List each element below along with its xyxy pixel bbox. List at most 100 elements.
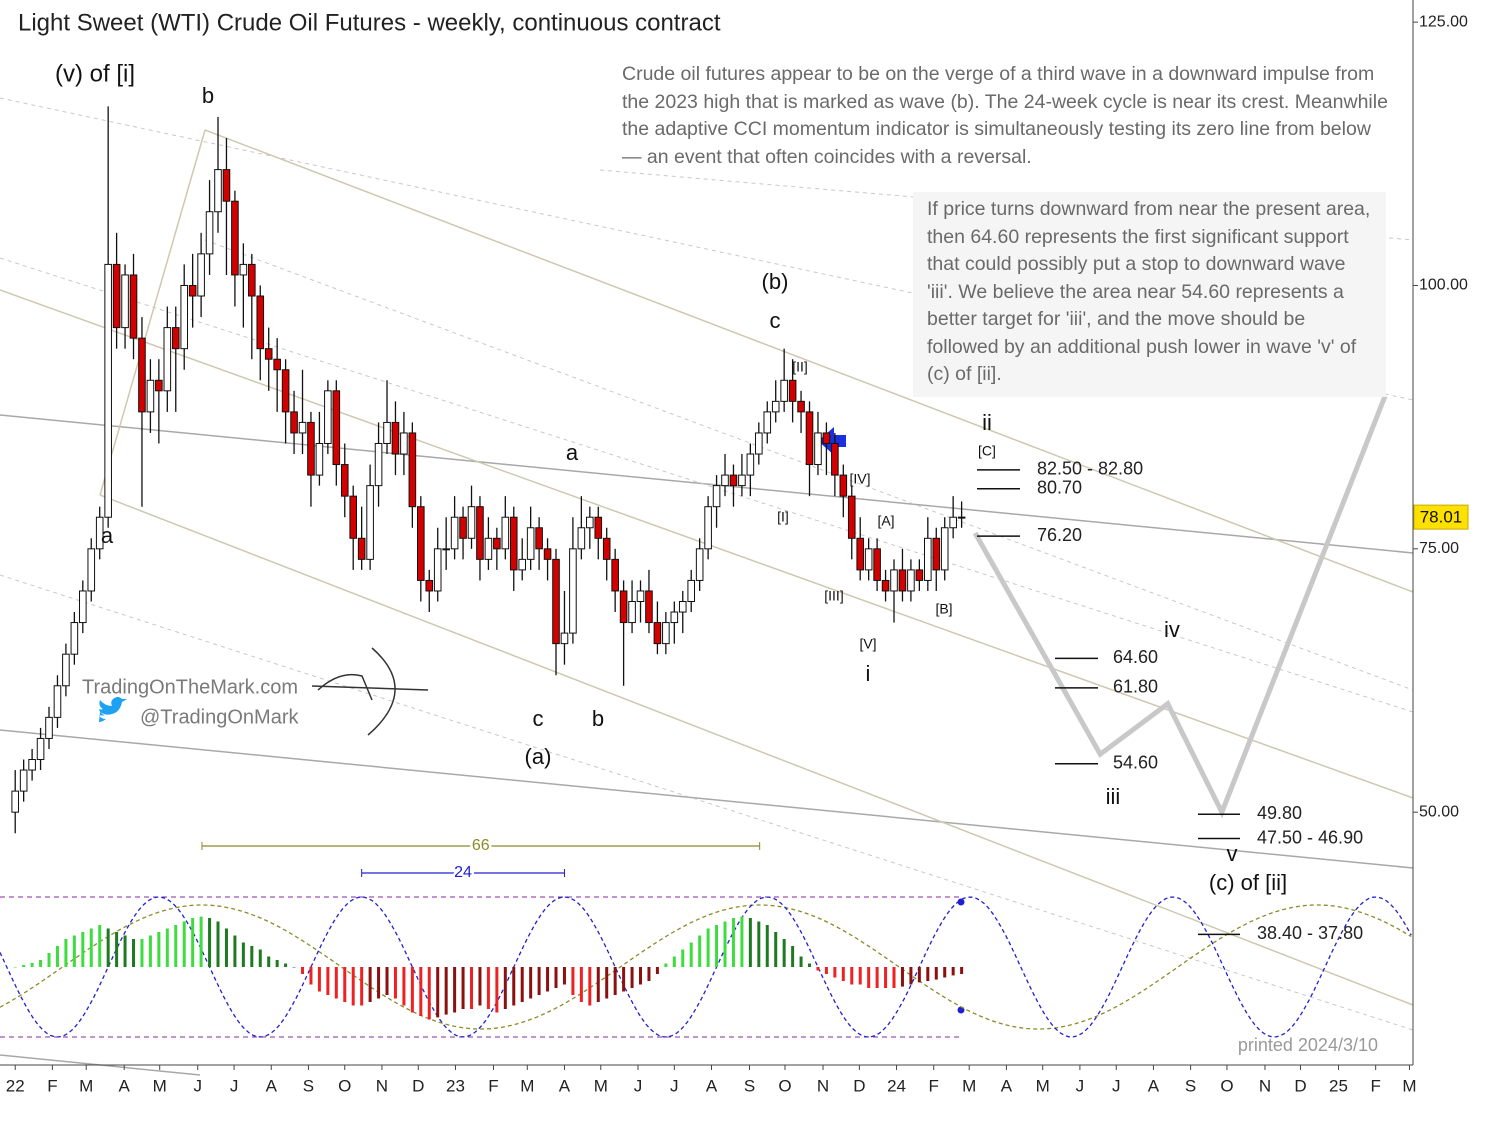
candle-body — [417, 506, 425, 581]
candle-body — [729, 474, 738, 487]
cci-bar — [520, 967, 524, 1002]
x-tick-label: F — [47, 1076, 57, 1095]
cci-bar — [402, 967, 406, 1006]
candle-body — [881, 579, 890, 592]
cci-bar — [115, 932, 119, 967]
cci-bar — [765, 925, 769, 967]
level-label: 38.40 - 37.80 — [1257, 923, 1363, 943]
candle-body — [721, 474, 729, 487]
cci-bar — [224, 928, 228, 967]
candle-body — [484, 537, 493, 560]
candle-body — [755, 432, 763, 455]
candle-body — [738, 474, 746, 487]
wave-label: [IV] — [849, 471, 870, 487]
candle-body — [771, 400, 780, 413]
cci-bar — [622, 967, 626, 992]
candle-body — [839, 474, 848, 497]
candle-body — [535, 527, 543, 550]
candle-body — [712, 485, 721, 508]
candle-body — [932, 537, 941, 571]
x-tick-label: A — [559, 1076, 571, 1095]
candle-body — [104, 263, 112, 518]
x-tick-label: F — [1370, 1076, 1380, 1095]
cci-bar — [884, 967, 888, 988]
cci-bar — [98, 925, 102, 967]
cci-bar — [385, 967, 389, 995]
cci-bar — [647, 967, 651, 981]
candle-body — [543, 548, 552, 560]
cci-bar — [748, 918, 752, 967]
x-tick-label: O — [778, 1076, 791, 1095]
y-tick-label: 50.00 — [1419, 803, 1459, 820]
wave-label: b — [592, 706, 604, 731]
candle-body — [442, 548, 450, 551]
x-tick-label: D — [1294, 1076, 1306, 1095]
cci-bar — [791, 946, 795, 967]
cci-bar — [757, 921, 761, 967]
cci-bar — [537, 967, 541, 995]
candle-body — [273, 358, 281, 371]
cci-bar — [233, 935, 237, 967]
candle-body — [476, 506, 484, 560]
level-label: 82.50 - 82.80 — [1037, 459, 1143, 479]
cci-bar — [326, 967, 330, 995]
cci-bar — [72, 935, 76, 967]
cci-bar — [867, 967, 871, 988]
x-tick-label: D — [853, 1076, 865, 1095]
twitter-icon — [99, 697, 127, 722]
x-tick-label: F — [929, 1076, 939, 1095]
candle-body — [62, 653, 70, 687]
x-tick-label: D — [412, 1076, 424, 1095]
last-price-box — [1413, 504, 1469, 530]
cci-bar — [216, 921, 220, 967]
candle-body — [400, 432, 408, 455]
cci-bar — [554, 967, 558, 988]
candle-body — [569, 548, 577, 634]
x-tick-label: J — [670, 1076, 679, 1095]
cci-bar — [833, 967, 837, 978]
candle-body — [112, 263, 121, 329]
candle-body — [307, 421, 315, 476]
candle-body — [746, 453, 755, 476]
cci-bar — [799, 956, 803, 967]
x-tick-label: N — [817, 1076, 829, 1095]
wave-label: c — [533, 706, 544, 731]
candle-body — [763, 411, 772, 434]
candle-body — [222, 169, 231, 202]
cci-bar — [858, 967, 862, 985]
candle-body — [493, 537, 501, 550]
x-tick-label: J — [1112, 1076, 1121, 1095]
cci-bar — [774, 932, 778, 967]
candle-body — [526, 527, 535, 560]
candle-body — [788, 379, 797, 402]
candle-body — [188, 284, 197, 297]
wave-label: iii — [1106, 784, 1121, 809]
candle-body — [357, 537, 366, 560]
wave-label: i — [866, 661, 871, 686]
wave-label: b — [202, 83, 214, 108]
candle-body — [171, 327, 180, 350]
candle-body — [560, 632, 569, 645]
cci-bar — [960, 967, 964, 974]
candle-body — [433, 548, 442, 592]
cci-bar — [698, 935, 702, 967]
cci-bar — [605, 967, 609, 999]
cycle-dot — [957, 898, 965, 906]
candle-body — [797, 400, 805, 413]
candle-body — [898, 569, 907, 592]
cci-bar — [478, 967, 482, 1006]
candle-body — [239, 263, 248, 276]
cci-bar — [461, 967, 465, 1009]
x-tick-label: O — [1220, 1076, 1233, 1095]
candle-body — [780, 379, 788, 402]
cci-bar — [241, 942, 245, 967]
wave-label: a — [101, 523, 114, 548]
wave-label: [B] — [935, 601, 952, 617]
candle-body — [704, 506, 712, 550]
x-tick-label: 23 — [446, 1076, 465, 1095]
candle-body — [619, 590, 628, 624]
cci-bar — [89, 928, 93, 967]
candle-body — [366, 485, 374, 560]
cci-bar — [140, 939, 144, 967]
cci-bar — [470, 967, 474, 1009]
